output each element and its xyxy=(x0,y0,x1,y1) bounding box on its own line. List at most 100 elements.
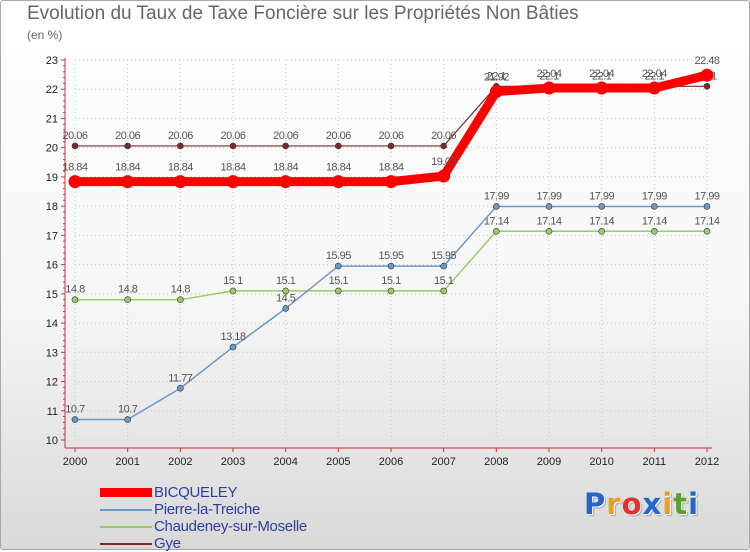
data-label: 21.92 xyxy=(484,72,509,84)
data-point xyxy=(279,175,293,189)
data-point xyxy=(229,343,237,351)
data-point xyxy=(124,142,131,150)
data-point xyxy=(124,416,131,423)
data-point xyxy=(545,203,553,210)
logo-letter: i xyxy=(688,487,700,521)
data-label: 19.03 xyxy=(431,156,456,168)
data-label: 18.84 xyxy=(62,162,87,174)
data-point xyxy=(335,142,342,150)
data-point xyxy=(703,203,711,210)
data-point xyxy=(440,287,447,295)
data-label: 15.95 xyxy=(326,250,351,262)
y-tick-label: 23 xyxy=(46,55,58,67)
data-point xyxy=(703,227,711,235)
data-label: 14.8 xyxy=(171,284,191,296)
data-point xyxy=(173,175,187,189)
data-label: 20.06 xyxy=(378,130,403,142)
y-tick-label: 21 xyxy=(46,113,58,125)
y-tick-label: 17 xyxy=(46,230,58,242)
series-chaudeney-sur-moselle: 14.8 14.8 14.8 15.1 15.1 15.1 15.1 15.1 17.14 17.… xyxy=(65,215,720,303)
logo-letter: o xyxy=(621,487,643,521)
data-label: 17.99 xyxy=(484,190,509,202)
logo-letter: t xyxy=(673,487,689,521)
data-point xyxy=(387,287,395,295)
logo-letter: i xyxy=(662,487,674,521)
data-point xyxy=(545,227,553,235)
series-gye: 20.06 20.06 20.06 20.06 20.06 20.06 20.06 20.06… xyxy=(62,70,718,150)
x-tick-label: 2003 xyxy=(221,456,245,468)
x-tick-label: 2006 xyxy=(379,456,403,468)
data-label: 13.18 xyxy=(220,331,245,343)
data-point xyxy=(703,83,711,90)
data-label: 17.14 xyxy=(484,215,509,227)
data-point xyxy=(71,416,79,423)
x-tick-label: 2000 xyxy=(63,456,87,468)
data-point xyxy=(177,384,184,392)
data-label: 18.84 xyxy=(378,162,403,174)
data-label: 22.1 xyxy=(539,70,559,82)
data-point xyxy=(437,169,451,183)
data-point xyxy=(493,227,500,235)
data-label: 22.04 xyxy=(589,68,614,80)
legend-swatch xyxy=(100,508,152,511)
logo-letter: x xyxy=(642,487,663,521)
data-point xyxy=(177,142,184,150)
legend-item: Gye xyxy=(100,535,307,552)
data-point xyxy=(229,287,237,295)
logo-letter: r xyxy=(606,487,622,521)
data-point xyxy=(124,296,131,303)
y-tick-label: 14 xyxy=(46,318,58,330)
data-point xyxy=(229,142,237,150)
x-tick-label: 2009 xyxy=(537,456,561,468)
legend: BICQUELEY Pierre-la-Treiche Chaudeney-sur-… xyxy=(100,484,307,552)
data-point xyxy=(387,142,395,150)
x-tick-label: 2007 xyxy=(431,456,455,468)
data-label: 18.84 xyxy=(168,162,193,174)
x-tick-label: 2002 xyxy=(168,456,192,468)
data-label: 22.1 xyxy=(487,70,507,82)
y-tick-label: 13 xyxy=(46,347,58,359)
data-label: 18.84 xyxy=(115,162,140,174)
x-tick-label: 2005 xyxy=(326,456,350,468)
legend-swatch xyxy=(100,525,152,528)
data-point xyxy=(700,68,714,82)
data-label: 14.8 xyxy=(118,284,138,296)
data-label: 17.99 xyxy=(642,190,667,202)
y-tick-label: 12 xyxy=(46,377,58,389)
series-pierre-la-treiche: 10.7 10.7 11.77 13.18 14.5 15.95 15.95 15.95 17.… xyxy=(65,190,720,423)
legend-swatch xyxy=(100,542,152,545)
legend-label: Chaudeney-sur-Moselle xyxy=(154,518,307,535)
data-label: 22.04 xyxy=(642,68,667,80)
data-label: 17.14 xyxy=(694,215,719,227)
data-label: 17.99 xyxy=(694,190,719,202)
data-label: 15.95 xyxy=(378,250,403,262)
y-tick-label: 16 xyxy=(46,260,58,272)
data-label: 17.14 xyxy=(536,215,561,227)
legend-label: BICQUELEY xyxy=(154,484,238,501)
data-label: 10.7 xyxy=(118,404,138,416)
legend-item: Pierre-la-Treiche xyxy=(100,501,307,518)
y-tick-label: 22 xyxy=(46,84,58,96)
data-label: 17.14 xyxy=(642,215,667,227)
data-label: 10.7 xyxy=(65,404,85,416)
data-label: 11.77 xyxy=(168,372,193,384)
data-label: 18.84 xyxy=(273,162,298,174)
x-tick-label: 2011 xyxy=(643,456,667,468)
data-label: 14.8 xyxy=(65,284,85,296)
data-label: 15.1 xyxy=(329,275,349,287)
data-point xyxy=(598,203,605,210)
y-tick-label: 18 xyxy=(46,201,58,213)
proxiti-logo: Proxiti xyxy=(584,487,699,521)
data-point xyxy=(384,175,398,189)
y-tick-label: 11 xyxy=(47,406,58,418)
data-point xyxy=(335,262,342,270)
data-label: 22.1 xyxy=(645,70,665,82)
data-point xyxy=(598,227,605,235)
data-label: 15.1 xyxy=(276,275,296,287)
legend-swatch xyxy=(100,488,152,497)
data-point xyxy=(651,203,658,210)
data-point xyxy=(387,262,395,270)
unit-label: (en %) xyxy=(27,28,63,42)
data-label: 20.06 xyxy=(115,130,140,142)
